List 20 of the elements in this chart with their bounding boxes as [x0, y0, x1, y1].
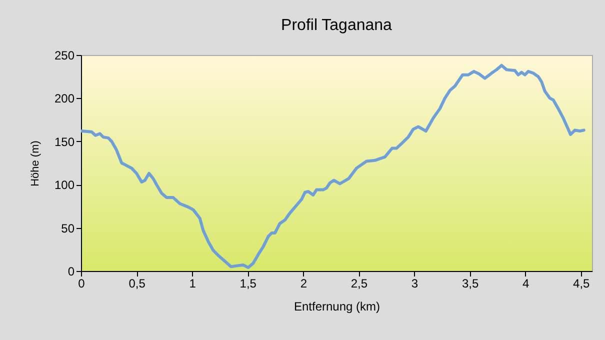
x-tick-label: 3 [411, 276, 418, 290]
x-tick-label: 0 [78, 276, 86, 290]
y-tick-label: 100 [54, 178, 75, 192]
x-axis-title: Entfernung (km) [294, 300, 380, 314]
x-tick-label: 4,5 [573, 276, 590, 290]
y-tick-label: 50 [61, 221, 75, 236]
chart-title: Profil Taganana [281, 17, 392, 34]
y-tick-label: 250 [54, 48, 75, 62]
y-tick-label: 200 [54, 92, 75, 106]
line-series [81, 64, 586, 270]
y-tick-label: 0 [68, 264, 75, 278]
x-tick-label: 0,5 [128, 276, 146, 290]
x-tick-label: 2 [300, 276, 308, 290]
x-tick-label: 2,5 [350, 276, 368, 290]
x-tick-label: 3,5 [462, 276, 479, 290]
x-tick-label: 1,5 [240, 276, 257, 290]
y-axis-title: Höhe (m) [29, 140, 42, 186]
x-tick-label: 4 [522, 276, 530, 290]
x-tick-label: 1 [189, 276, 196, 290]
y-tick-label: 150 [54, 134, 75, 149]
